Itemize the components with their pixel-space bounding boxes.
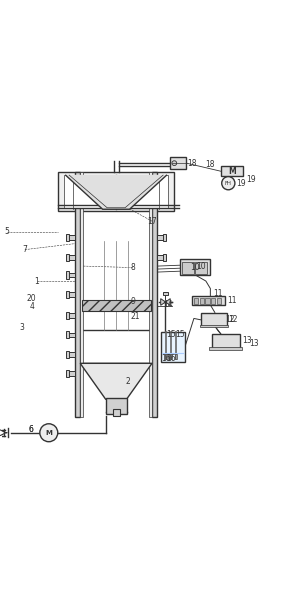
Text: 13: 13 [242,336,251,345]
Bar [200,298,204,304]
Text: 19: 19 [236,178,245,187]
Bar [170,158,186,169]
Text: 16: 16 [161,355,171,364]
Bar [80,330,152,364]
Bar [175,355,177,359]
Text: 1: 1 [35,277,39,286]
Bar [211,298,215,304]
Bar [68,255,75,259]
Text: 8: 8 [130,263,135,272]
Bar [68,313,75,318]
Polygon shape [65,175,167,209]
Text: 2: 2 [126,377,131,386]
Bar [170,355,172,359]
Text: 12: 12 [228,315,238,324]
Bar [68,371,75,376]
Bar [80,172,83,417]
Bar [82,300,151,311]
Bar [149,172,152,417]
Text: M: M [45,430,52,436]
Text: 11: 11 [213,289,223,298]
Circle shape [40,424,58,441]
Bar [152,172,157,417]
Bar [66,291,69,298]
Text: 12: 12 [225,315,235,324]
Circle shape [222,177,235,190]
Bar [66,351,69,358]
Text: 21: 21 [131,312,140,321]
Bar [165,355,168,359]
Circle shape [172,161,177,165]
Text: 17: 17 [147,217,157,226]
Bar [66,253,69,261]
Bar [68,292,75,297]
Bar [157,255,164,259]
Text: M: M [228,167,236,176]
Text: 10: 10 [196,262,206,271]
Text: 20: 20 [27,295,37,303]
Text: 18: 18 [187,159,197,168]
Text: 9: 9 [130,298,135,306]
Text: 3: 3 [19,323,24,332]
Polygon shape [80,364,152,399]
Bar [221,166,243,176]
Bar [200,325,228,327]
Bar [163,234,166,241]
Bar [112,409,120,416]
Bar [161,332,185,362]
Bar [163,253,166,261]
Bar [217,298,221,304]
Text: 14: 14 [164,300,173,309]
Text: 4: 4 [30,302,35,311]
Bar [68,333,75,337]
Text: 6: 6 [28,425,33,434]
Bar [58,172,174,211]
Bar [66,271,69,278]
Bar [205,298,210,304]
Text: 11: 11 [227,296,236,305]
Bar [157,235,164,240]
Text: 16: 16 [167,355,176,364]
Text: 19: 19 [246,175,255,184]
Text: 18: 18 [206,160,215,169]
Bar [192,296,225,305]
Text: 5: 5 [5,227,9,236]
Bar [68,235,75,240]
Bar [163,292,168,295]
Text: 15: 15 [167,330,176,339]
Bar [180,259,210,275]
Bar [66,331,69,339]
Polygon shape [161,299,170,305]
Text: 13: 13 [249,339,258,349]
Bar [182,262,194,274]
Bar [66,370,69,377]
Bar [75,172,80,417]
Bar [212,334,240,348]
Text: 7: 7 [22,245,27,254]
Bar [201,314,227,326]
Text: 15: 15 [176,330,185,339]
Bar [195,262,207,274]
Bar [68,352,75,357]
Bar [209,347,242,350]
Bar [66,312,69,319]
Bar [68,273,75,277]
Text: 10: 10 [191,263,200,272]
Bar [64,174,168,208]
Bar [194,298,198,304]
Bar [66,234,69,241]
Text: FH: FH [225,181,232,186]
Bar [106,397,127,414]
Text: 6: 6 [28,425,33,434]
